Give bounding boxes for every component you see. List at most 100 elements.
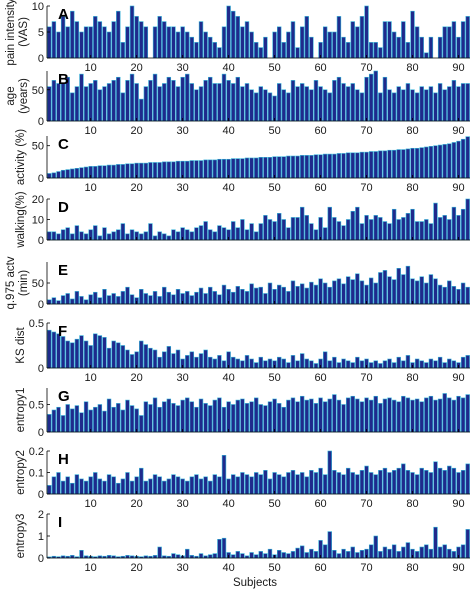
bar-h-16 — [116, 482, 121, 495]
bar-b-77 — [396, 86, 401, 122]
bar-e-17 — [120, 291, 126, 305]
xtick-label-i-7: 80 — [406, 562, 418, 574]
bar-f-85 — [433, 360, 438, 369]
bar-e-15 — [111, 293, 116, 305]
bar-g-23 — [148, 404, 153, 433]
bar-c-72 — [373, 151, 378, 179]
bar-i-58 — [309, 548, 314, 559]
bar-g-32 — [189, 401, 195, 433]
bar-g-41 — [231, 404, 236, 433]
bar-b-32 — [189, 83, 195, 122]
bar-c-14 — [106, 164, 112, 179]
bar-d-1 — [47, 231, 52, 241]
bar-g-3 — [56, 406, 61, 433]
bar-e-18 — [125, 286, 130, 305]
bar-g-49 — [267, 401, 273, 433]
bar-b-42 — [235, 76, 240, 122]
xtick-label-c-4: 50 — [268, 182, 280, 194]
bar-h-13 — [102, 480, 107, 495]
bar-a-3 — [56, 31, 61, 59]
bar-g-22 — [143, 401, 149, 433]
bar-h-12 — [97, 478, 103, 495]
bar-d-66 — [345, 219, 351, 241]
bar-i-48 — [263, 553, 268, 559]
xtick-label-b-6: 70 — [360, 125, 372, 137]
bar-d-85 — [433, 202, 438, 241]
bar-d-13 — [102, 227, 107, 241]
xtick-label-h-6: 70 — [360, 498, 372, 510]
bar-d-71 — [368, 219, 374, 241]
bar-g-65 — [341, 404, 346, 433]
bar-g-18 — [125, 399, 130, 433]
bar-c-25 — [157, 162, 162, 179]
bar-g-79 — [405, 397, 411, 433]
bar-g-7 — [74, 405, 80, 433]
bar-i-92 — [465, 529, 470, 559]
bar-i-55 — [295, 547, 300, 559]
bar-e-21 — [139, 288, 144, 305]
bar-d-55 — [295, 217, 300, 241]
panel-label-i: I — [58, 514, 62, 531]
bar-f-23 — [148, 347, 153, 369]
bar-b-3 — [56, 83, 61, 122]
bar-e-48 — [263, 293, 268, 305]
bar-h-74 — [382, 467, 388, 495]
bar-e-27 — [166, 291, 172, 305]
bar-e-64 — [336, 278, 342, 305]
bar-c-59 — [313, 154, 319, 179]
bar-c-48 — [263, 157, 268, 179]
xtick-label-i-5: 60 — [314, 562, 326, 574]
bar-c-1 — [47, 173, 52, 179]
bar-a-10 — [88, 26, 93, 59]
panel-h: 0 0.1 0.2 10 20 30 40 50 60 70 80 90 entropy2 H — [15, 446, 470, 510]
bar-e-66 — [345, 276, 351, 305]
bar-d-51 — [277, 213, 282, 241]
bar-c-88 — [447, 143, 452, 179]
bar-d-77 — [396, 219, 401, 241]
bar-c-75 — [387, 149, 392, 179]
bar-e-89 — [451, 286, 457, 305]
bar-e-77 — [396, 267, 401, 305]
bar-c-74 — [382, 150, 388, 179]
bar-f-18 — [125, 349, 130, 369]
bar-b-2 — [51, 80, 57, 122]
bar-a-7 — [74, 21, 80, 59]
bar-g-60 — [318, 397, 323, 433]
bar-g-45 — [249, 401, 254, 433]
ytick-label-d-2: 20 — [32, 194, 44, 206]
bar-c-64 — [336, 153, 342, 179]
bar-c-46 — [254, 157, 259, 179]
bar-e-32 — [189, 295, 195, 305]
bar-h-64 — [336, 472, 342, 495]
bar-f-43 — [240, 360, 245, 369]
bar-c-15 — [111, 164, 116, 179]
bar-h-3 — [56, 472, 61, 495]
bar-h-52 — [281, 476, 286, 495]
bar-h-44 — [244, 474, 250, 495]
bar-c-19 — [129, 163, 135, 179]
bar-e-2 — [51, 297, 57, 305]
bar-h-61 — [322, 474, 328, 495]
bar-e-78 — [401, 274, 406, 305]
bar-d-47 — [258, 223, 263, 241]
bar-b-1 — [47, 86, 52, 122]
bar-g-21 — [139, 415, 144, 433]
bar-f-56 — [299, 353, 305, 369]
bar-b-80 — [410, 89, 415, 122]
bar-c-73 — [378, 150, 383, 179]
xtick-label-f-5: 60 — [314, 372, 326, 384]
bar-a-73 — [378, 47, 383, 59]
bar-b-63 — [332, 80, 337, 122]
bar-a-11 — [93, 16, 98, 59]
bar-d-35 — [203, 221, 208, 241]
bar-h-23 — [148, 478, 153, 495]
bar-c-62 — [327, 153, 332, 179]
bar-e-84 — [428, 274, 434, 305]
bar-g-90 — [456, 395, 461, 433]
bar-c-34 — [198, 160, 204, 179]
ylabel-e-line2: (min) — [18, 270, 30, 296]
bar-c-55 — [295, 155, 300, 179]
bar-h-1 — [47, 485, 52, 495]
bar-c-29 — [175, 160, 181, 179]
bar-h-26 — [162, 480, 167, 495]
